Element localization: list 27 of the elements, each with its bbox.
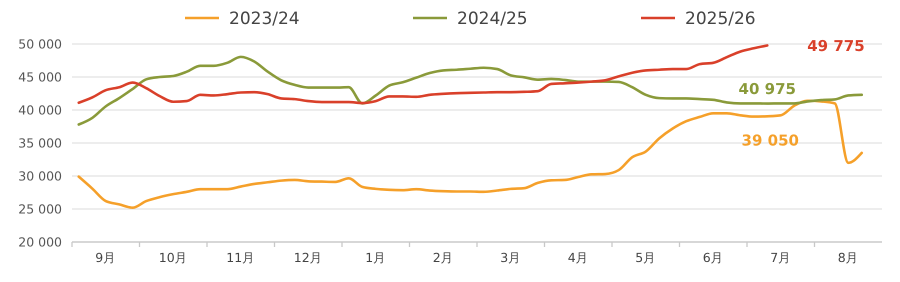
x-tick-label: 9月 <box>95 250 116 265</box>
y-tick-label: 35 000 <box>18 135 62 150</box>
legend-label: 2025/26 <box>685 8 756 29</box>
annotation: 39 050 <box>742 132 799 150</box>
y-tick-label: 50 000 <box>18 36 62 52</box>
y-tick-label: 25 000 <box>18 201 62 216</box>
y-tick-label: 45 000 <box>18 69 62 84</box>
x-tick-label: 10月 <box>158 250 188 265</box>
x-tick-label: 4月 <box>568 250 589 265</box>
x-tick-label: 12月 <box>294 250 323 265</box>
annotation: 40 975 <box>738 80 796 98</box>
annotation: 49 775 <box>807 36 865 55</box>
y-tick-label: 30 000 <box>18 168 62 184</box>
x-tick-label: 5月 <box>635 250 656 265</box>
x-tick-label: 8月 <box>838 250 859 265</box>
x-tick-label: 6月 <box>702 250 724 265</box>
y-tick-label: 20 000 <box>18 234 62 250</box>
legend-label: 2023/24 <box>229 8 300 29</box>
legend-label: 2024/25 <box>457 8 528 29</box>
line-series <box>77 56 864 126</box>
x-tick-label: 2月 <box>432 250 454 265</box>
line-series <box>77 99 864 209</box>
x-tick-label: 11月 <box>226 250 256 265</box>
x-tick-label: 1月 <box>365 250 386 265</box>
y-tick-label: 40 000 <box>18 102 62 118</box>
x-tick-label: 7月 <box>770 250 792 265</box>
x-tick-label: 3月 <box>500 250 522 265</box>
